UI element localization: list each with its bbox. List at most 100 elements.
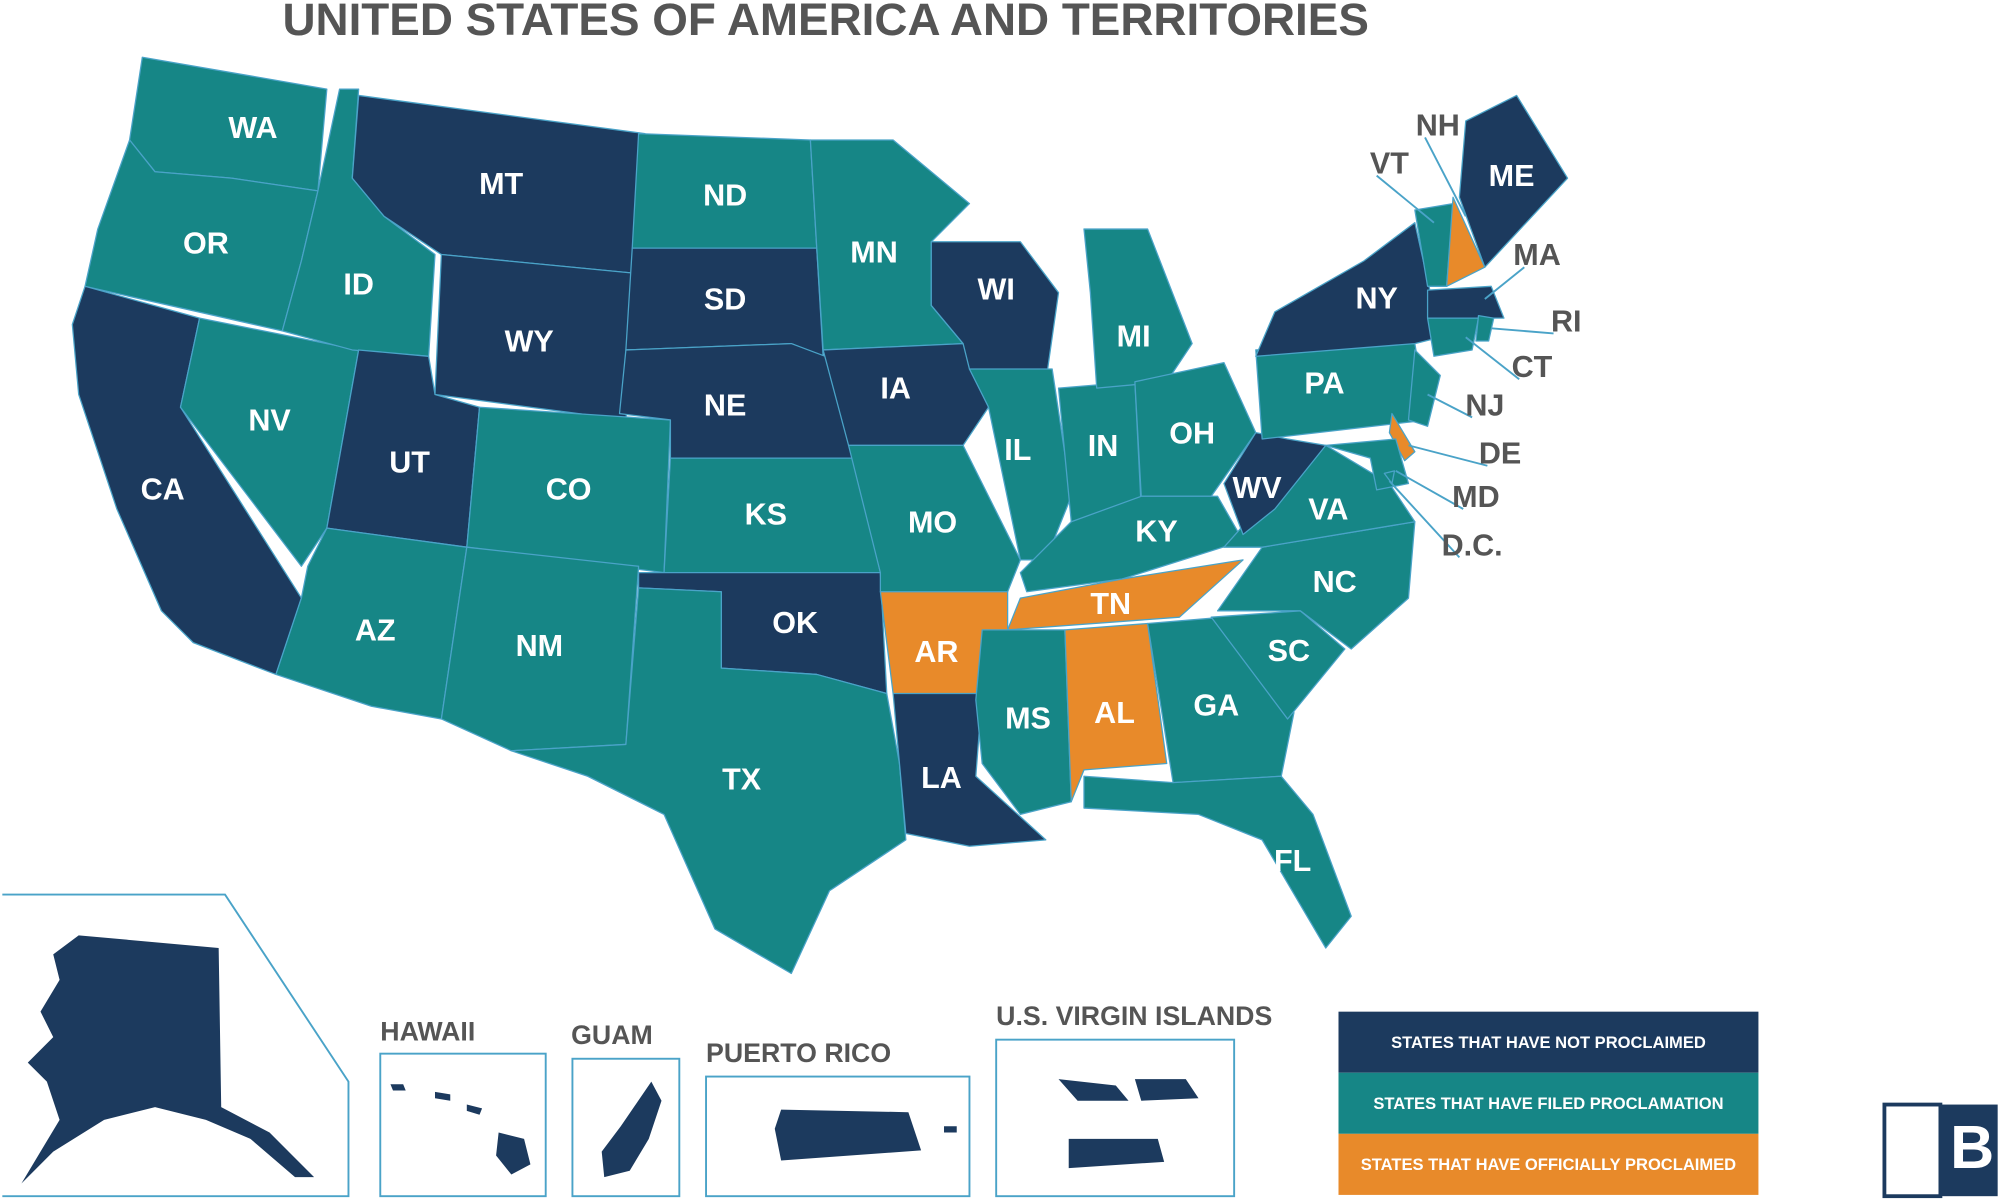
state-label: MA	[1513, 238, 1560, 272]
legend-label: STATES THAT HAVE OFFICIALLY PROCLAIMED	[1361, 1155, 1736, 1174]
leader-line	[1427, 393, 1473, 419]
state-label: AR	[914, 635, 958, 669]
state-label: FL	[1274, 844, 1311, 878]
state-label: WY	[505, 325, 554, 359]
guam-frame	[571, 1057, 681, 1198]
leader-line	[1424, 136, 1467, 217]
territory	[601, 1081, 662, 1178]
legend-swatch	[1338, 1133, 1759, 1195]
state	[822, 342, 990, 447]
state-label: CO	[546, 472, 592, 506]
state-label: MO	[908, 505, 957, 539]
state	[1064, 622, 1168, 803]
state	[1083, 228, 1193, 389]
state-label: NJ	[1465, 388, 1504, 422]
leader-line	[1395, 470, 1464, 510]
usvi-frame	[995, 1038, 1236, 1198]
state-label: GA	[1193, 689, 1239, 723]
state-label: DE	[1479, 437, 1521, 471]
state-label: OK	[772, 606, 818, 640]
state-label: VT	[1370, 146, 1409, 180]
state-label: WV	[1232, 471, 1282, 505]
state-label: ID	[343, 267, 374, 301]
state-label: MS	[1005, 701, 1051, 735]
alaska	[21, 935, 315, 1184]
state-label: NH	[1416, 108, 1460, 142]
state-label: CT	[1512, 350, 1553, 384]
state	[510, 587, 907, 975]
leader-line	[1408, 444, 1488, 467]
hawaii-frame	[379, 1052, 547, 1198]
legend-swatch	[1338, 1011, 1759, 1073]
territory	[774, 1109, 957, 1161]
pr-frame	[705, 1075, 971, 1198]
territory-label: GUAM	[571, 1020, 653, 1050]
state	[1006, 559, 1244, 631]
legend-label: STATES THAT HAVE NOT PROCLAIMED	[1391, 1033, 1706, 1052]
state-label: MD	[1452, 480, 1499, 514]
state-label: IN	[1088, 429, 1119, 463]
logo-icon	[1882, 1102, 1943, 1199]
state-label: SC	[1268, 634, 1310, 668]
legend-swatch	[1338, 1072, 1759, 1134]
state-label: SD	[704, 283, 746, 317]
state	[1426, 317, 1480, 357]
territory	[390, 1084, 531, 1175]
state-label: ME	[1489, 159, 1535, 193]
state-label: AL	[1094, 696, 1135, 730]
state	[1407, 349, 1441, 427]
leader-line	[1376, 174, 1435, 224]
leader-line	[1491, 327, 1554, 335]
state-label: NV	[248, 404, 291, 438]
state	[1388, 412, 1416, 462]
state-label: VA	[1308, 493, 1348, 527]
state-label: OH	[1169, 416, 1215, 450]
state-label: RI	[1551, 304, 1582, 338]
state-label: WA	[228, 111, 277, 145]
title: UNITED STATES OF AMERICA AND TERRITORIES	[282, 0, 1368, 45]
state-label: NC	[1313, 565, 1357, 599]
state-label: MN	[850, 236, 897, 270]
state-label: MI	[1117, 320, 1151, 354]
state-label: PA	[1304, 367, 1344, 401]
state-label: IA	[880, 372, 911, 406]
state-label: UT	[389, 446, 430, 480]
state	[1475, 314, 1495, 342]
state-label: MT	[479, 167, 523, 201]
territory-label: HAWAII	[380, 1016, 475, 1046]
state-label: LA	[921, 761, 962, 795]
territory-label: U.S. VIRGIN ISLANDS	[996, 1001, 1272, 1031]
state-label: TX	[722, 762, 762, 796]
state-label: ND	[703, 178, 747, 212]
state-label: CA	[141, 472, 185, 506]
state-label: OR	[183, 227, 229, 261]
territory	[1058, 1079, 1199, 1169]
state-label: TN	[1090, 587, 1131, 621]
state	[1458, 94, 1569, 268]
state-label: WI	[978, 272, 1015, 306]
leader-line	[1388, 480, 1461, 559]
state	[1210, 610, 1346, 720]
state-label: NE	[704, 388, 746, 422]
state	[1383, 470, 1396, 485]
state-label: KY	[1135, 514, 1177, 548]
leader-line	[1465, 336, 1520, 380]
state-label: NM	[516, 629, 563, 663]
state-label: D.C.	[1442, 528, 1503, 562]
territory-label: PUERTO RICO	[706, 1038, 891, 1068]
state-label: KS	[745, 498, 787, 532]
state	[1255, 222, 1441, 357]
leader-line	[1484, 266, 1525, 300]
state-label: AZ	[355, 614, 396, 648]
state	[1083, 775, 1352, 949]
logo-text: B	[1950, 1113, 1994, 1181]
legend-label: STATES THAT HAVE FILED PROCLAMATION	[1373, 1094, 1723, 1113]
state	[1426, 285, 1505, 319]
state	[1019, 495, 1244, 593]
alaska-frame	[2, 893, 350, 1198]
state	[1134, 362, 1257, 497]
state	[1446, 196, 1486, 287]
